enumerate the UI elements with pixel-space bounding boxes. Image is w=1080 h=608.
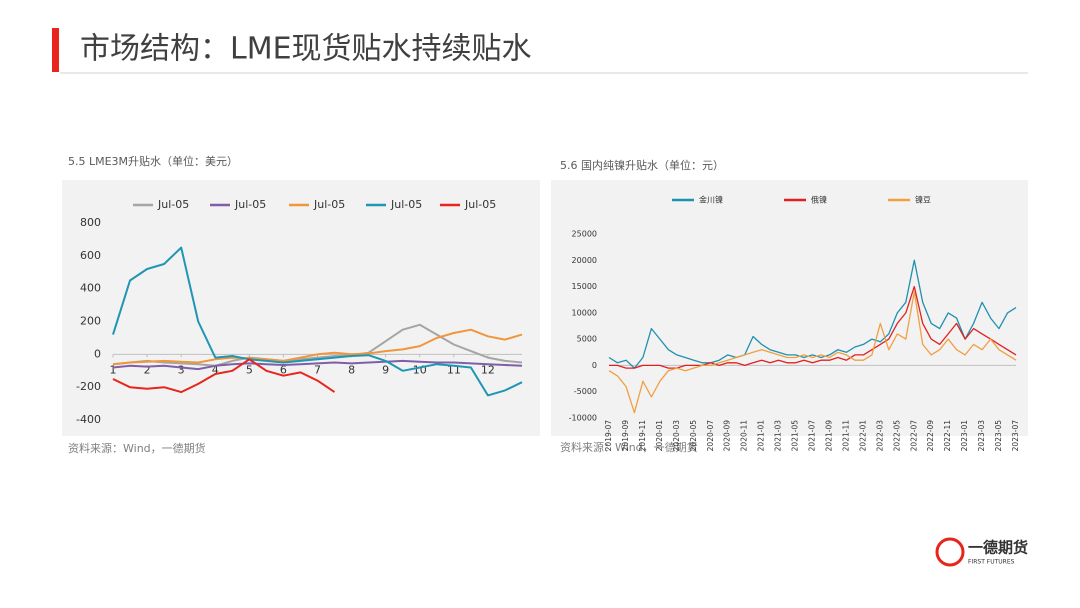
- x-tick-label: 2019-11: [638, 420, 647, 452]
- y-tick-label: -400: [76, 413, 101, 426]
- series-line: [608, 259, 1017, 369]
- x-tick-label: 2022-09: [926, 420, 935, 452]
- y-tick-label: -5000: [574, 387, 597, 396]
- chart-title: 5.5 LME3M升贴水（单位：美元）: [68, 154, 238, 168]
- x-tick-label: 2021-11: [841, 420, 850, 452]
- chart-title: 5.6 国内纯镍升贴水（单位：元）: [560, 158, 724, 172]
- y-tick-label: 400: [80, 282, 101, 295]
- y-tick-label: 200: [80, 315, 101, 328]
- legend-label: 俄镍: [811, 195, 827, 205]
- legend-label: 镍豆: [915, 195, 931, 205]
- slide-title: 市场结构：LME现货贴水持续贴水: [80, 32, 532, 67]
- logo-name: 一德期货: [968, 539, 1028, 557]
- x-tick-label: 2023-01: [960, 420, 969, 452]
- x-tick-label: 2020-07: [706, 420, 715, 452]
- title-bar: [52, 28, 59, 72]
- y-tick-label: 15000: [572, 282, 597, 291]
- x-tick-label: 2023-05: [994, 420, 1003, 452]
- x-tick-label: 9: [382, 363, 389, 376]
- series-line: [112, 359, 523, 371]
- source-note: 资料来源：Wind，一德期货: [68, 441, 206, 455]
- y-tick-label: -200: [76, 380, 101, 393]
- legend-label: Jul-05: [390, 198, 422, 211]
- x-tick-label: 2021-05: [791, 420, 800, 452]
- x-tick-label: 4: [212, 363, 219, 376]
- x-tick-label: 2019-09: [621, 420, 630, 452]
- legend-label: 金川镍: [699, 195, 723, 205]
- y-tick-label: 800: [80, 216, 101, 229]
- y-tick-label: -10000: [569, 414, 597, 423]
- x-tick-label: 2020-05: [689, 420, 698, 452]
- x-tick-label: 2021-07: [808, 420, 817, 452]
- x-tick-label: 2022-11: [943, 420, 952, 452]
- x-tick-label: 2021-03: [774, 420, 783, 452]
- x-tick-label: 2023-03: [977, 420, 986, 452]
- y-tick-label: 600: [80, 249, 101, 262]
- x-tick-label: 2: [144, 363, 151, 376]
- x-tick-label: 10: [413, 363, 427, 376]
- x-tick-label: 2022-05: [892, 420, 901, 452]
- x-tick-label: 2020-03: [672, 420, 681, 452]
- x-tick-label: 2022-07: [909, 420, 918, 452]
- series-line: [112, 323, 523, 367]
- y-tick-label: 20000: [572, 256, 597, 265]
- x-tick-label: 12: [481, 363, 495, 376]
- x-tick-label: 2022-03: [875, 420, 884, 452]
- series-line: [608, 291, 1017, 414]
- x-tick-label: 2023-07: [1011, 420, 1020, 452]
- x-tick-label: 2020-01: [655, 420, 664, 452]
- x-tick-label: 1: [110, 363, 117, 376]
- x-tick-label: 2020-11: [740, 420, 749, 452]
- x-tick-label: 2021-09: [824, 420, 833, 452]
- y-tick-label: 0: [94, 347, 101, 360]
- y-tick-label: 10000: [572, 308, 597, 317]
- chart-panel: [62, 180, 540, 436]
- legend-label: Jul-05: [234, 198, 266, 211]
- legend-label: Jul-05: [464, 198, 496, 211]
- x-tick-label: 7: [314, 363, 321, 376]
- x-tick-label: 8: [348, 363, 355, 376]
- legend-label: Jul-05: [157, 198, 189, 211]
- series-line: [112, 328, 523, 366]
- x-tick-label: 5: [246, 363, 253, 376]
- y-tick-label: 25000: [572, 230, 597, 239]
- logo: 一德期货 FIRST FUTURES: [935, 537, 1028, 567]
- legend-label: Jul-05: [313, 198, 345, 211]
- series-line: [112, 246, 523, 397]
- chart-panel: [551, 180, 1028, 436]
- source-note: 资料来源：Wind，一德期货: [560, 440, 698, 454]
- y-tick-label: 0: [592, 361, 597, 370]
- logo-en: FIRST FUTURES: [968, 559, 1015, 566]
- x-tick-label: 2021-01: [757, 420, 766, 452]
- x-tick-label: 2019-07: [604, 420, 613, 452]
- x-tick-label: 2022-01: [858, 420, 867, 452]
- x-tick-label: 2020-09: [723, 420, 732, 452]
- series-line: [112, 358, 336, 394]
- logo-mark: [935, 537, 965, 567]
- x-tick-label: 3: [178, 363, 185, 376]
- x-tick-label: 6: [280, 363, 287, 376]
- y-tick-label: 5000: [577, 335, 597, 344]
